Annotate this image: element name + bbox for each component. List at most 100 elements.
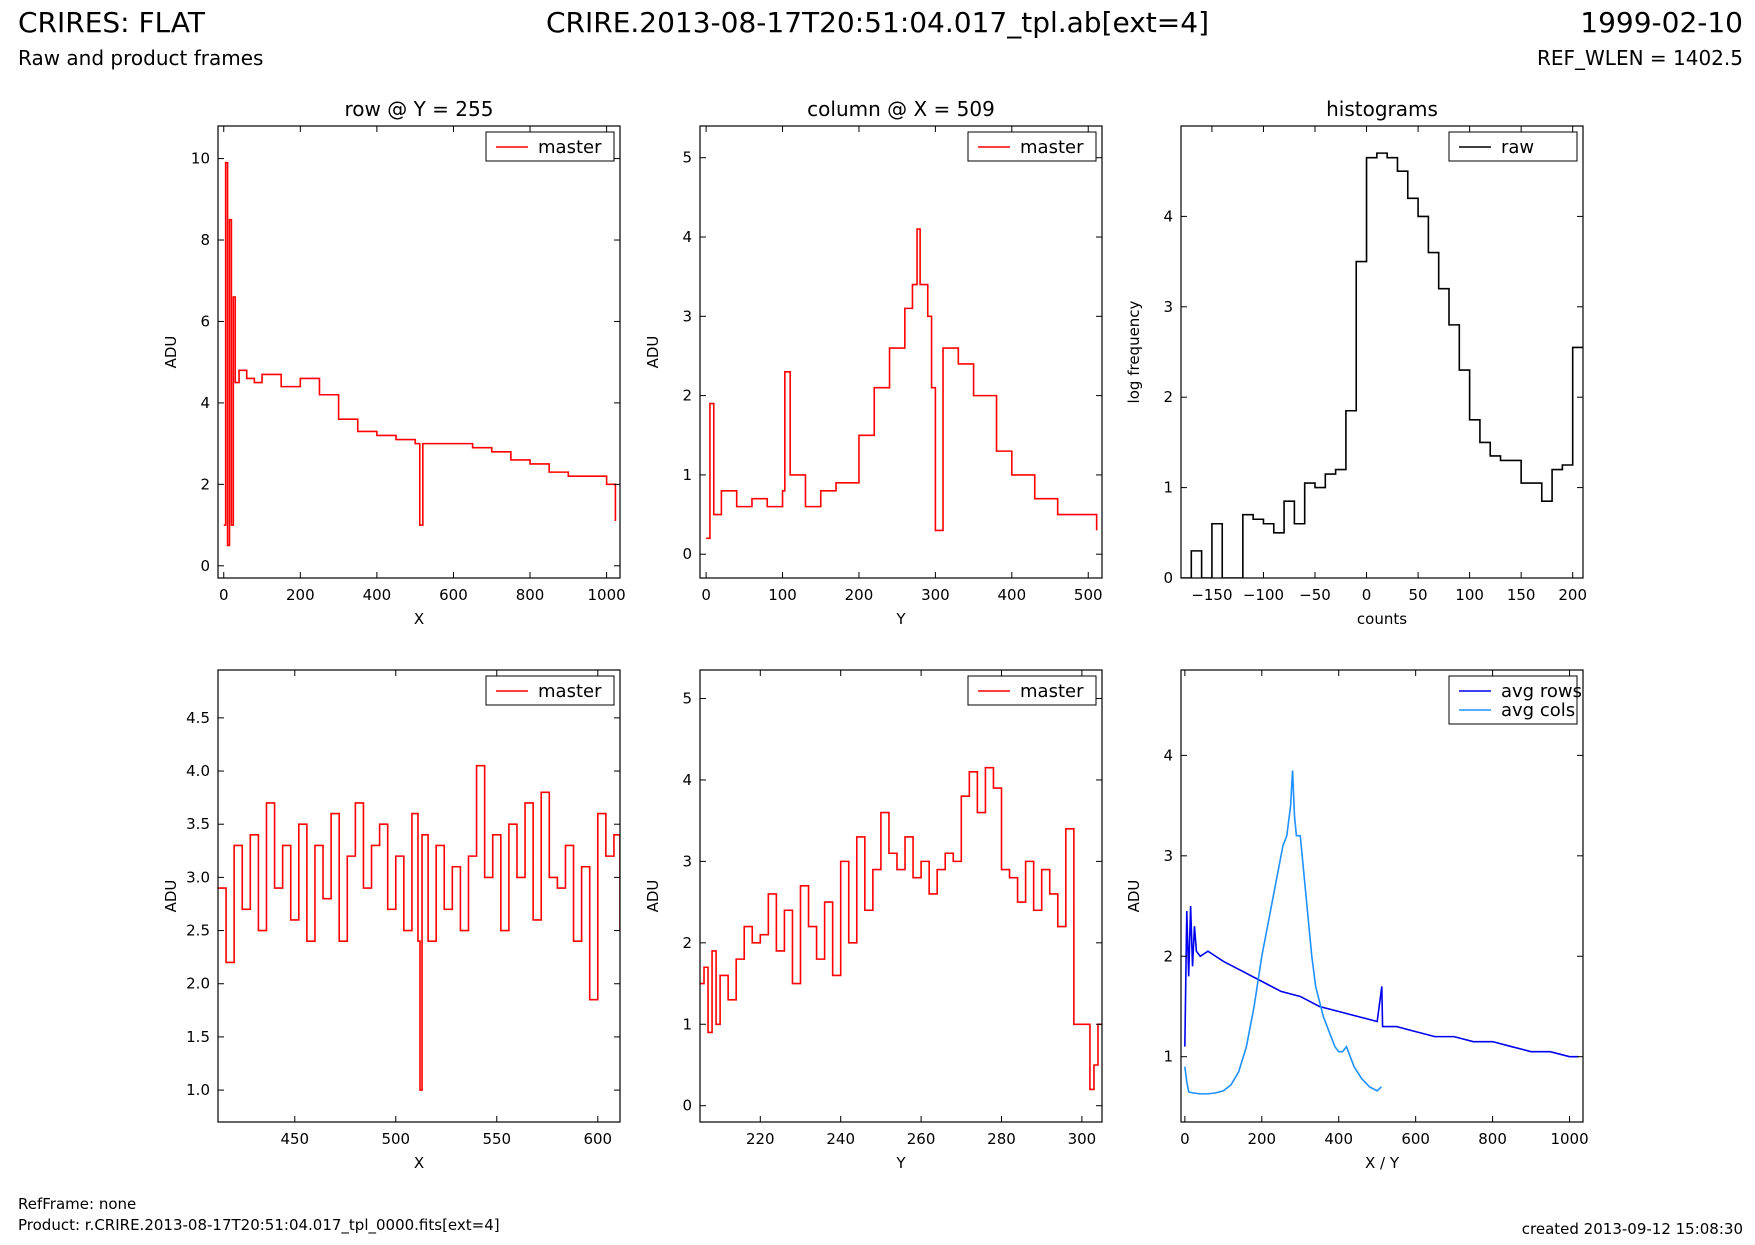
legend: master	[485, 675, 615, 706]
y-tick-label: 3	[1163, 298, 1173, 316]
legend: master	[967, 131, 1097, 162]
ref-frame-label: RefFrame: none	[18, 1195, 137, 1213]
y-axis-label: log frequency	[1125, 300, 1143, 403]
x-tick-label: 220	[746, 1130, 775, 1148]
x-tick-label: 600	[439, 586, 468, 604]
x-tick-label: −50	[1299, 586, 1331, 604]
y-tick-label: 6	[200, 312, 210, 330]
x-tick-label: 260	[907, 1130, 936, 1148]
y-axis-label: ADU	[162, 336, 180, 369]
x-tick-label: 200	[1558, 586, 1587, 604]
chart-title: row @ Y = 255	[345, 97, 494, 121]
chart-panel-3: −150 −100 −50 0 50 100 150 200 0 1 2 3 4 counts log fr…	[1125, 97, 1587, 628]
chart-panel-1: 0 200 400 600 800 1000 0 2 4 6 8 10 X ADU row @ Y = 25…	[162, 97, 626, 628]
y-tick-label: 4	[1163, 207, 1173, 225]
chart-panel-2: 0 100 200 300 400 500 0 1 2 3 4 5 Y ADU column @ X = 5…	[644, 97, 1103, 628]
y-tick-label: 2.0	[186, 975, 210, 993]
y-tick-label: 1	[682, 1015, 692, 1033]
x-tick-label: 550	[482, 1130, 511, 1148]
y-tick-label: 3	[682, 307, 692, 325]
ref-wlen-label: REF_WLEN = 1402.5	[1536, 46, 1743, 70]
y-tick-label: 5	[682, 149, 692, 167]
legend: master	[485, 131, 615, 162]
y-axis-label: ADU	[644, 880, 662, 913]
axes-frame	[1180, 669, 1584, 1123]
x-tick-label: 0	[1180, 1130, 1190, 1148]
x-tick-label: 0	[219, 586, 229, 604]
y-tick-label: 0	[1163, 569, 1173, 587]
y-tick-label: 0	[682, 545, 692, 563]
axes-frame	[217, 125, 621, 579]
legend-label: raw	[1501, 137, 1534, 158]
y-tick-label: 4	[200, 394, 210, 412]
figure-subtitle: Raw and product frames	[18, 46, 264, 70]
x-tick-label: 280	[987, 1130, 1016, 1148]
y-tick-label: 3.5	[186, 815, 210, 833]
axes-frame	[699, 125, 1103, 579]
series-line-master	[218, 764, 620, 1091]
x-tick-label: 800	[1478, 1130, 1507, 1148]
x-axis-label: X	[414, 610, 424, 628]
created-timestamp: created 2013-09-12 15:08:30	[1521, 1220, 1743, 1238]
legend-label: master	[538, 137, 602, 158]
y-tick-label: 2	[682, 934, 692, 952]
chart-panel-4: 450 500 550 600 1.0 1.5 2.0 2.5 3.0 3.5 4.0 4.5 X ADU…	[162, 669, 621, 1172]
y-tick-label: 3.0	[186, 868, 210, 886]
x-tick-label: −100	[1243, 586, 1284, 604]
y-tick-label: 4	[682, 771, 692, 789]
x-tick-label: 100	[1455, 586, 1484, 604]
x-axis-label: Y	[895, 1154, 906, 1172]
chart-title: column @ X = 509	[807, 97, 995, 121]
y-tick-label: 3	[682, 852, 692, 870]
y-tick-label: 4	[1163, 746, 1173, 764]
y-tick-label: 1	[1163, 479, 1173, 497]
y-tick-label: 1	[1163, 1048, 1173, 1066]
y-axis-label: ADU	[1125, 880, 1143, 913]
product-label: Product: r.CRIRE.2013-08-17T20:51:04.017…	[18, 1216, 500, 1234]
series-line-master	[700, 766, 1102, 1091]
y-tick-label: 1.0	[186, 1081, 210, 1099]
x-tick-label: 300	[921, 586, 950, 604]
y-tick-label: 1	[682, 466, 692, 484]
x-tick-label: 800	[516, 586, 545, 604]
y-tick-label: 4.0	[186, 762, 210, 780]
y-tick-label: 4.5	[186, 709, 210, 727]
y-tick-label: 4	[682, 228, 692, 246]
x-tick-label: 400	[997, 586, 1026, 604]
x-tick-label: 600	[583, 1130, 612, 1148]
y-axis-label: ADU	[644, 336, 662, 369]
x-tick-label: 400	[1324, 1130, 1353, 1148]
axes-frame	[1180, 125, 1584, 579]
x-tick-label: 240	[826, 1130, 855, 1148]
y-tick-label: 1.5	[186, 1028, 210, 1046]
x-axis-label: X	[414, 1154, 424, 1172]
chart-title: histograms	[1326, 97, 1438, 121]
date-label: 1999-02-10	[1580, 6, 1743, 39]
x-tick-label: 200	[1247, 1130, 1276, 1148]
x-tick-label: 0	[701, 586, 711, 604]
x-tick-label: 500	[381, 1130, 410, 1148]
legend: raw	[1448, 131, 1578, 162]
x-tick-label: 150	[1507, 586, 1536, 604]
figure-title: CRIRES: FLAT	[18, 6, 205, 39]
legend-label: avg rows	[1501, 681, 1582, 702]
x-tick-label: 300	[1068, 1130, 1097, 1148]
x-tick-label: 200	[286, 586, 315, 604]
legend-box	[1448, 675, 1578, 725]
legend: master	[967, 675, 1097, 706]
x-tick-label: 1000	[1550, 1130, 1588, 1148]
chart-panel-6: 0 200 400 600 800 1000 1 2 3 4 X / Y ADU avg rowsavg…	[1125, 669, 1589, 1172]
y-tick-label: 2	[682, 387, 692, 405]
series-line-avg-cols	[1184, 770, 1382, 1095]
y-tick-label: 5	[682, 690, 692, 708]
file-name-title: CRIRE.2013-08-17T20:51:04.017_tpl.ab[ext…	[545, 6, 1209, 39]
x-tick-label: 400	[363, 586, 392, 604]
x-tick-label: 500	[1074, 586, 1103, 604]
y-tick-label: 3	[1163, 847, 1173, 865]
x-tick-label: −150	[1191, 586, 1232, 604]
series-line-master	[706, 228, 1098, 540]
legend-label: master	[1020, 681, 1084, 702]
x-tick-label: 600	[1401, 1130, 1430, 1148]
x-tick-label: 50	[1409, 586, 1428, 604]
